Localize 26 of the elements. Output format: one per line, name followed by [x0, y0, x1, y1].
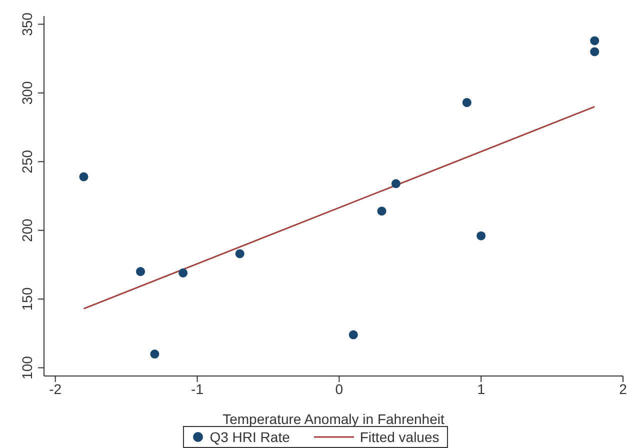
x-tick-label: -2	[49, 380, 62, 397]
point	[391, 179, 400, 188]
x-tick-label: 2	[619, 380, 628, 397]
y-tick-label: 150	[19, 287, 35, 311]
point	[150, 350, 160, 359]
point	[235, 249, 244, 258]
x-tick-label: 0	[335, 380, 344, 397]
point	[377, 206, 386, 216]
legend-label: Q3 HRI Rate	[208, 429, 290, 445]
point	[178, 268, 188, 278]
y-tick-label: 200	[19, 218, 35, 242]
y-tick-label: 300	[19, 81, 35, 105]
x-tick-label: 1	[477, 380, 486, 397]
y-tick-label: 100	[19, 356, 35, 380]
point	[136, 267, 146, 276]
x-tick-label: -1	[191, 380, 204, 397]
point	[590, 36, 600, 46]
point	[348, 330, 358, 340]
point	[476, 231, 486, 240]
y-tick-label: 350	[19, 12, 35, 36]
y-tick-label: 250	[19, 150, 35, 174]
x-axis-title: Temperature Anomaly in Fahrenheit	[222, 411, 444, 427]
legend-label: Fitted values	[358, 429, 440, 445]
point	[462, 98, 472, 108]
point	[79, 172, 88, 182]
point	[590, 47, 600, 56]
